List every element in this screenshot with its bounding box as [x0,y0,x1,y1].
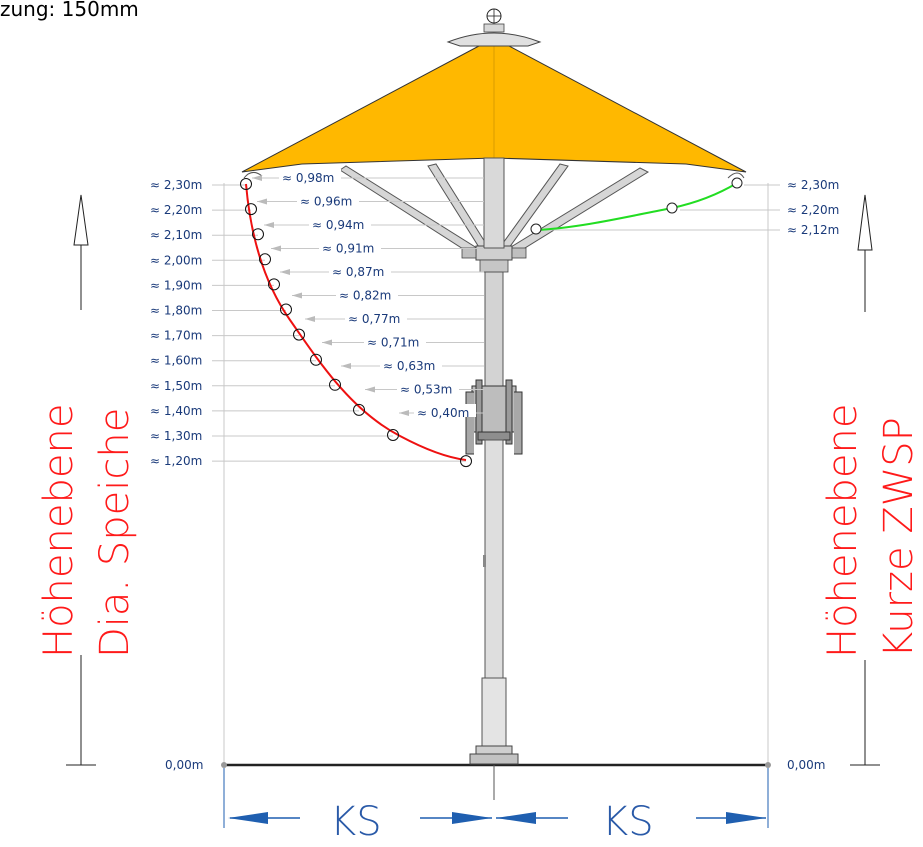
left-height-label: ≈ 1,50m [150,379,202,393]
diagonal-spoke-point [387,429,399,441]
left-height-label: ≈ 1,60m [150,354,202,368]
distance-label: ≈ 0,71m [367,336,419,350]
left-height-levels: ≈ 2,30m ≈ 2,20m ≈ 2,10m ≈ 2,00m ≈ 1,90m ≈ 1,8… [150,178,466,468]
short-rib-point [530,223,542,235]
distance-arrowhead [322,339,332,346]
right-height-label: ≈ 2,30m [787,178,839,192]
diagonal-spoke-points [240,178,472,468]
distance-label: ≈ 0,91m [322,242,374,256]
left-distance-levels: ≈ 0,98m ≈ 0,96m ≈ 0,94m ≈ 0,91m ≈ 0,87m ≈ 0,8… [252,169,484,420]
ks-dimension [223,768,769,828]
distance-arrowhead [365,386,375,393]
distance-label: ≈ 0,96m [300,195,352,209]
header-fragment: zung: 150mm [0,0,139,21]
left-height-label: ≈ 1,20m [150,454,202,468]
top-cap [446,32,542,47]
left-height-label: ≈ 2,00m [150,253,202,267]
right-title-line2: Kurze ZWSP [876,417,922,658]
left-height-label: ≈ 1,40m [150,404,202,418]
diagonal-spoke-point [252,228,264,241]
left-height-label: ≈ 2,20m [150,203,202,217]
distance-arrowhead [252,175,262,181]
left-height-label: ≈ 1,80m [150,304,202,318]
left-height-label: ≈ 1,70m [150,329,202,343]
right-ground-label: 0,00m [787,758,825,772]
distance-label: ≈ 0,63m [383,359,435,373]
left-height-label: ≈ 2,10m [150,228,202,242]
left-ground-label: 0,00m [165,758,203,772]
distance-label: ≈ 0,77m [348,312,400,326]
distance-arrowhead [292,292,302,299]
ground-point-left [221,762,227,768]
distance-arrowhead [280,269,290,275]
diagonal-spoke-point [259,253,271,266]
right-height-label: ≈ 2,12m [787,223,839,237]
distance-label: ≈ 0,40m [417,406,469,420]
left-height-label: ≈ 1,90m [150,278,202,292]
diagonal-spoke-point [245,203,257,216]
diagonal-spoke-point [310,353,322,366]
umbrella [241,8,747,765]
ks-label-right: KS [602,799,654,845]
lower-mast [484,439,504,681]
diagonal-spoke-curve [245,183,467,461]
distance-label: ≈ 0,98m [282,171,334,185]
diagonal-spoke-point [329,378,341,391]
left-height-arrow [66,194,96,766]
distance-arrowhead [271,245,281,252]
diagonal-spoke-point [280,303,292,316]
diagonal-spoke-point [353,403,365,416]
ks-label-left: KS [330,799,382,845]
distance-arrowhead [399,410,409,416]
top-cap-neck [483,23,505,33]
short-rib-point [731,177,743,189]
upper-mast [483,157,505,249]
short-rib-point [666,202,678,214]
diagonal-spoke-point [240,178,252,190]
distance-arrowhead [305,316,315,322]
right-height-arrow [850,194,880,766]
distance-arrowhead [341,363,351,369]
right-height-label: ≈ 2,20m [787,203,839,217]
distance-label: ≈ 0,94m [312,218,364,232]
left-title-line1: Höhenebene [36,404,82,658]
distance-arrowhead [257,198,267,205]
left-height-label: ≈ 1,30m [150,429,202,443]
diagonal-spoke-point [268,278,280,291]
right-title-line1: Höhenebene [820,404,866,658]
base-sleeve [481,677,507,749]
diagonal-spoke-point [460,455,472,468]
right-height-levels: ≈ 2,30m ≈ 2,20m ≈ 2,12m [540,178,839,237]
base-plate [469,753,519,765]
ground-point-right [765,762,771,768]
diagonal-spoke-point [293,328,305,341]
left-title-line2: Dia. Speiche [92,408,138,658]
left-height-label: ≈ 2,30m [150,178,202,192]
mast-clamp [465,379,523,455]
distance-label: ≈ 0,82m [339,289,391,303]
distance-label: ≈ 0,87m [332,265,384,279]
distance-label: ≈ 0,53m [400,383,452,397]
distance-arrowhead [264,222,274,228]
